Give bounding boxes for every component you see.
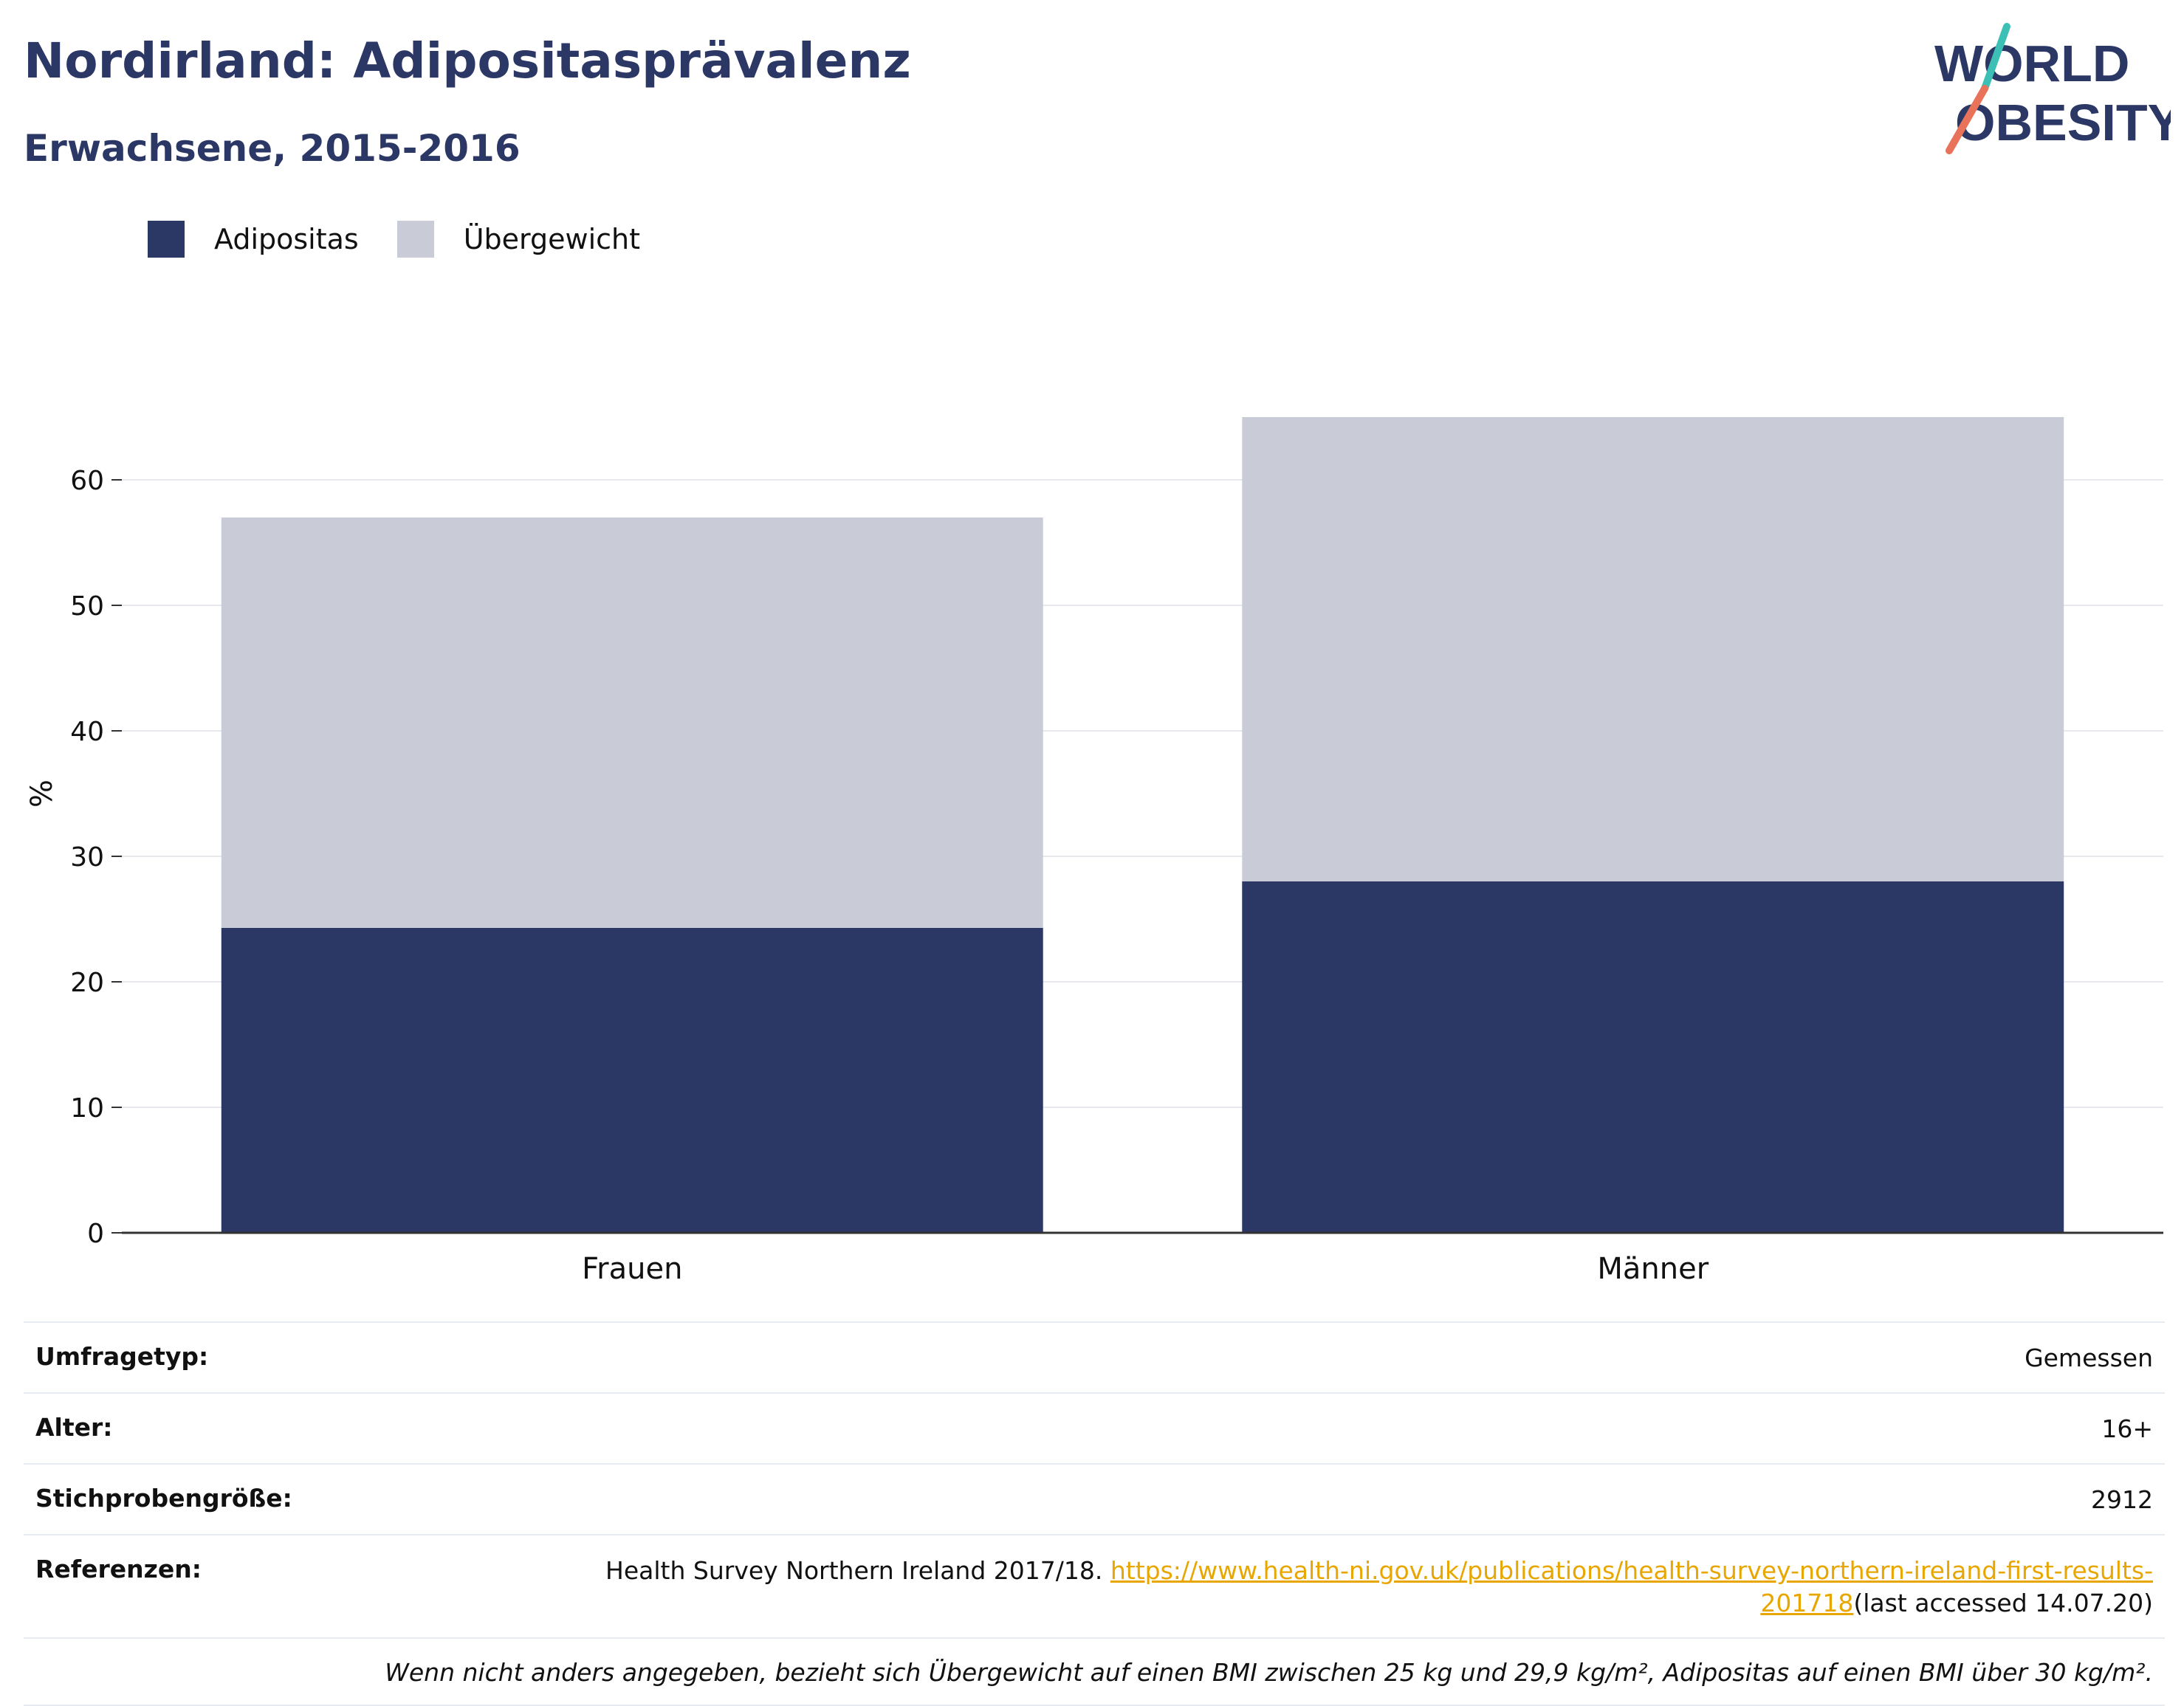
reference-text: Health Survey Northern Ireland 2017/18. xyxy=(605,1556,1103,1585)
reference-accessed: (last accessed 14.07.20) xyxy=(1853,1589,2153,1617)
stacked-bar-chart: 0 10 20 30 40 50 60% Frauen Männer xyxy=(25,417,2163,1286)
legend-swatch-uebergewicht xyxy=(396,221,434,258)
chart-legend: Adipositas Übergewicht xyxy=(148,219,679,260)
y-tick-label: 50 xyxy=(70,591,104,622)
chart-title: Nordirland: Adipositasprävalenz xyxy=(24,32,911,89)
info-key: Umfragetyp: xyxy=(35,1342,209,1371)
info-row-references: Referenzen: Health Survey Northern Irela… xyxy=(24,1534,2165,1637)
definition-note-text: Wenn nicht anders angegeben, bezieht sic… xyxy=(385,1658,2153,1687)
legend-label-uebergewicht: Übergewicht xyxy=(463,223,640,255)
y-tick-label: 40 xyxy=(70,717,104,747)
legend-item-uebergewicht[interactable]: Übergewicht xyxy=(396,221,640,258)
info-value: 2912 xyxy=(2091,1485,2153,1514)
chart-subtitle: Erwachsene, 2015-2016 xyxy=(24,127,521,170)
info-row-age: Alter: 16+ xyxy=(24,1392,2165,1463)
info-key: Stichprobengröße: xyxy=(35,1484,292,1513)
survey-info-table: Umfragetyp: Gemessen Alter: 16+ Stichpro… xyxy=(24,1321,2165,1706)
world-obesity-logo: WORLD OBESITY xyxy=(1934,23,2171,154)
info-key: Referenzen: xyxy=(35,1555,202,1583)
info-row-survey-type: Umfragetyp: Gemessen xyxy=(24,1321,2165,1392)
y-tick-label: 10 xyxy=(70,1093,104,1124)
reference-value: Health Survey Northern Ireland 2017/18. … xyxy=(529,1555,2153,1620)
bar-frauen-adipositas[interactable] xyxy=(221,927,1043,1233)
info-row-sample-size: Stichprobengröße: 2912 xyxy=(24,1463,2165,1534)
info-key: Alter: xyxy=(35,1413,113,1442)
legend-label-adipositas: Adipositas xyxy=(214,223,359,255)
x-tick-label: Frauen xyxy=(582,1252,682,1286)
bar-frauen-uebergewicht[interactable] xyxy=(221,517,1043,928)
legend-item-adipositas[interactable]: Adipositas xyxy=(148,221,359,258)
svg-text:OBESITY: OBESITY xyxy=(1955,94,2171,151)
definition-note: Wenn nicht anders angegeben, bezieht sic… xyxy=(24,1637,2165,1706)
legend-swatch-adipositas xyxy=(148,221,185,258)
y-tick-label: 20 xyxy=(70,968,104,998)
y-axis-label: % xyxy=(25,780,59,808)
bar-männer-adipositas[interactable] xyxy=(1242,881,2064,1233)
bar-männer-uebergewicht[interactable] xyxy=(1242,417,2064,881)
svg-text:WORLD: WORLD xyxy=(1934,35,2129,92)
x-tick-label: Männer xyxy=(1597,1252,1709,1286)
y-tick-label: 0 xyxy=(87,1219,104,1249)
y-tick-label: 60 xyxy=(70,466,104,496)
info-value: Gemessen xyxy=(2025,1344,2153,1372)
info-value: 16+ xyxy=(2101,1414,2153,1443)
y-tick-label: 30 xyxy=(70,842,104,873)
reference-link[interactable]: https://www.health-ni.gov.uk/publication… xyxy=(1110,1556,2153,1617)
